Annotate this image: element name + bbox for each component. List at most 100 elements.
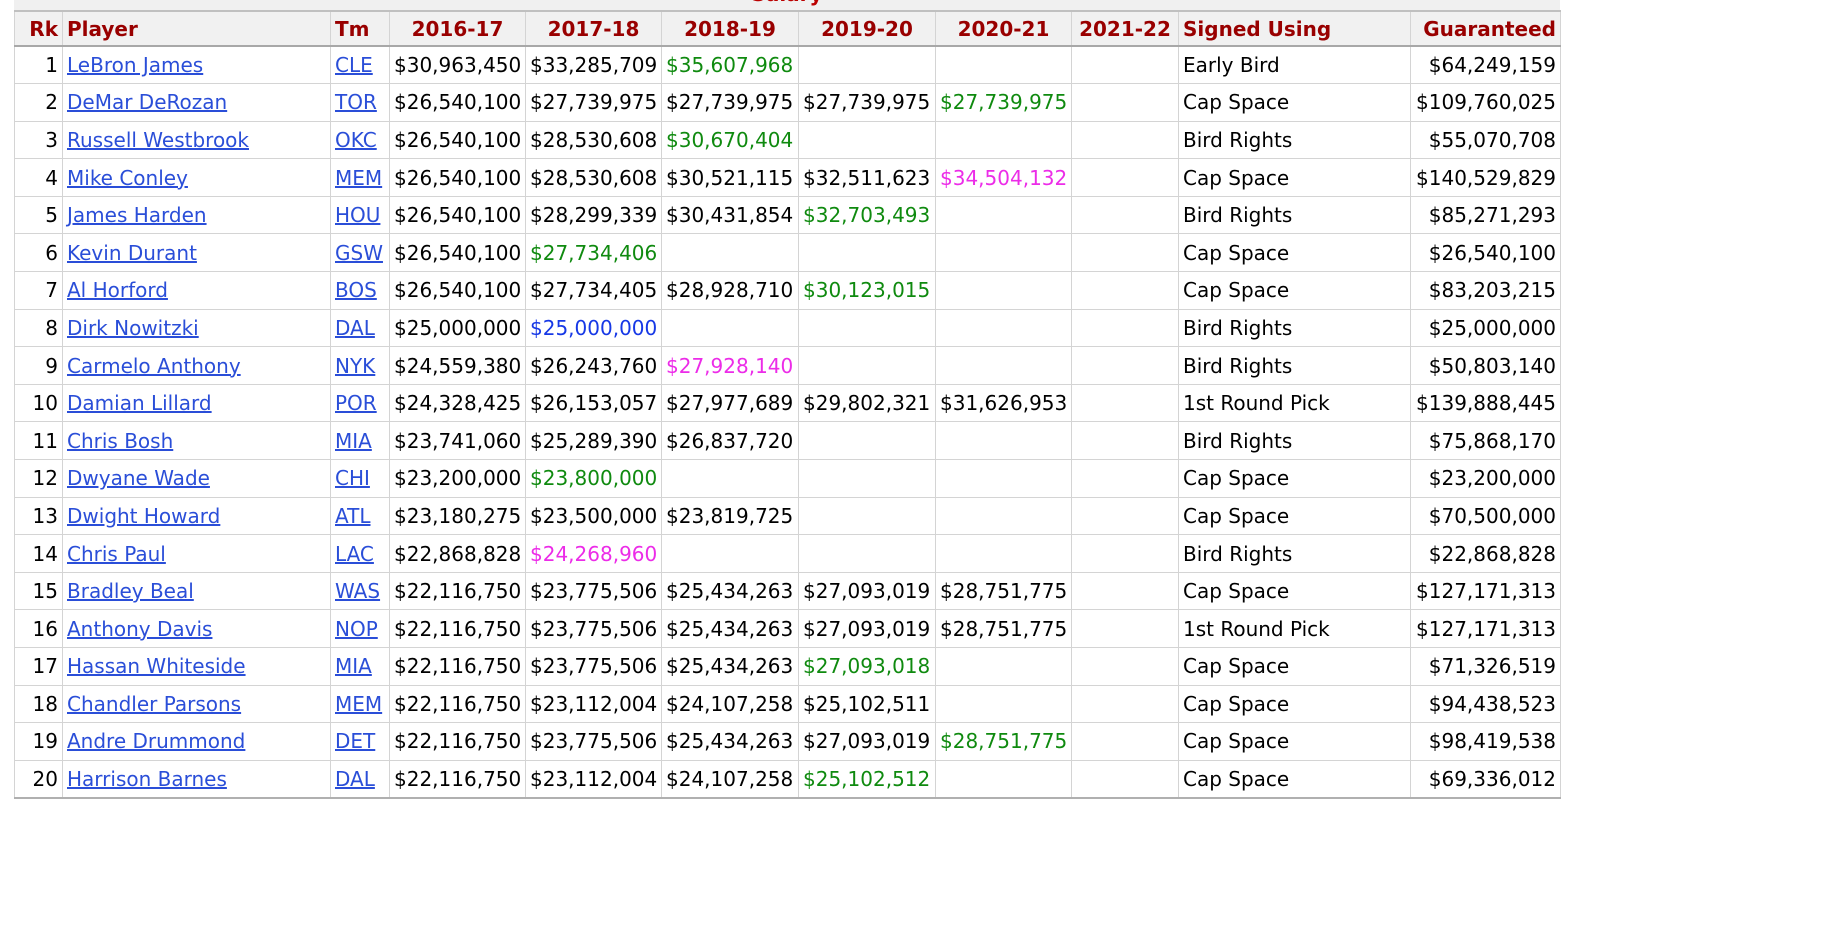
salary-cell-2016-17: $26,540,100	[389, 120, 526, 160]
salary-cell-2017-18: $23,800,000	[525, 459, 662, 498]
team-link[interactable]: HOU	[335, 203, 381, 228]
salary-cell-2020-21	[935, 459, 1072, 498]
column-header-2021-22[interactable]: 2021-22	[1071, 10, 1179, 47]
salary-cell-2016-17: $22,868,828	[389, 534, 526, 573]
player-link[interactable]: Chris Paul	[67, 541, 166, 566]
player-link[interactable]: Hassan Whiteside	[67, 654, 246, 679]
column-header-2020-21[interactable]: 2020-21	[935, 10, 1072, 47]
guaranteed-cell: $127,171,313	[1410, 571, 1561, 611]
team-cell: DET	[330, 722, 390, 761]
column-header-2018-19[interactable]: 2018-19	[661, 10, 799, 47]
team-link[interactable]: DAL	[335, 315, 375, 340]
column-header-2016-17[interactable]: 2016-17	[389, 10, 526, 47]
team-link[interactable]: MEM	[335, 165, 383, 190]
salary-cell-2020-21: $34,504,132	[935, 158, 1072, 197]
team-link[interactable]: DET	[335, 729, 376, 754]
salary-cell-2019-20	[798, 308, 936, 348]
team-link[interactable]: MIA	[335, 654, 372, 679]
player-cell: Andre Drummond	[62, 722, 331, 761]
player-link[interactable]: Al Horford	[67, 278, 168, 303]
team-link[interactable]: NYK	[335, 353, 376, 378]
column-header-2017-18[interactable]: 2017-18	[525, 10, 662, 47]
rank-cell: 15	[14, 571, 63, 611]
salary-cell-2020-21: $28,751,775	[935, 571, 1072, 611]
team-link[interactable]: WAS	[335, 579, 381, 604]
team-link[interactable]: POR	[335, 391, 377, 416]
salary-cell-2017-18: $23,775,506	[525, 571, 662, 611]
team-link[interactable]: TOR	[335, 90, 377, 115]
team-link[interactable]: DAL	[335, 766, 375, 791]
salary-group-header-label: Salary	[14, 0, 1560, 6]
player-link[interactable]: Harrison Barnes	[67, 766, 227, 791]
salary-cell-2019-20: $27,093,018	[798, 647, 936, 686]
player-link[interactable]: Mike Conley	[67, 165, 188, 190]
salary-cell-2017-18: $26,243,760	[525, 346, 662, 385]
player-link[interactable]: Chandler Parsons	[67, 691, 242, 716]
salary-cell-2021-22	[1071, 609, 1179, 648]
player-link[interactable]: Damian Lillard	[67, 391, 212, 416]
team-link[interactable]: CHI	[335, 466, 370, 491]
team-link[interactable]: NOP	[335, 616, 378, 641]
salary-cell-2020-21	[935, 45, 1072, 85]
rank-cell: 12	[14, 459, 63, 498]
salary-cell-2021-22	[1071, 571, 1179, 611]
signed-using-cell: Early Bird	[1178, 45, 1411, 85]
guaranteed-cell: $94,438,523	[1410, 684, 1561, 724]
player-link[interactable]: Dwyane Wade	[67, 466, 210, 491]
team-link[interactable]: CLE	[335, 53, 373, 78]
player-cell: Dwight Howard	[62, 496, 331, 536]
column-header-player[interactable]: Player	[62, 10, 331, 47]
salary-cell-2017-18: $23,775,506	[525, 609, 662, 648]
team-link[interactable]: MEM	[335, 691, 383, 716]
column-header-rk[interactable]: Rk	[14, 10, 63, 47]
player-link[interactable]: Bradley Beal	[67, 579, 194, 604]
player-link[interactable]: LeBron James	[67, 53, 204, 78]
player-link[interactable]: DeMar DeRozan	[67, 90, 228, 115]
team-cell: ATL	[330, 496, 390, 536]
salary-cell-2017-18: $28,530,608	[525, 120, 662, 160]
team-link[interactable]: LAC	[335, 541, 374, 566]
column-header-2019-20[interactable]: 2019-20	[798, 10, 936, 47]
player-cell: Harrison Barnes	[62, 759, 331, 799]
team-cell: MIA	[330, 421, 390, 461]
team-link[interactable]: GSW	[335, 240, 383, 265]
salary-cell-2021-22	[1071, 120, 1179, 160]
player-link[interactable]: James Harden	[67, 203, 207, 228]
rank-cell: 13	[14, 496, 63, 536]
salary-cell-2021-22	[1071, 496, 1179, 536]
table-row: 19 Andre Drummond DET $22,116,750 $23,775,50…	[14, 722, 1561, 761]
player-link[interactable]: Dwight Howard	[67, 503, 221, 528]
rank-cell: 10	[14, 383, 63, 423]
table-row: 1 LeBron James CLE $30,963,450 $33,285,709 $3…	[14, 45, 1561, 85]
rank-cell: 3	[14, 120, 63, 160]
team-link[interactable]: MIA	[335, 428, 372, 453]
player-link[interactable]: Carmelo Anthony	[67, 353, 241, 378]
salary-cell-2019-20: $30,123,015	[798, 271, 936, 310]
player-cell: Carmelo Anthony	[62, 346, 331, 385]
salary-cell-2016-17: $22,116,750	[389, 647, 526, 686]
player-cell: DeMar DeRozan	[62, 83, 331, 122]
player-link[interactable]: Kevin Durant	[67, 240, 197, 265]
team-cell: NYK	[330, 346, 390, 385]
player-link[interactable]: Russell Westbrook	[67, 127, 249, 152]
team-link[interactable]: BOS	[335, 278, 377, 303]
team-cell: CLE	[330, 45, 390, 85]
salary-cell-2018-19: $24,107,258	[661, 759, 799, 799]
salary-cell-2021-22	[1071, 383, 1179, 423]
column-header-team[interactable]: Tm	[330, 10, 390, 47]
salary-cell-2016-17: $22,116,750	[389, 571, 526, 611]
column-header-signed-using[interactable]: Signed Using	[1178, 10, 1411, 47]
player-link[interactable]: Andre Drummond	[67, 729, 246, 754]
salary-cell-2020-21	[935, 534, 1072, 573]
player-link[interactable]: Dirk Nowitzki	[67, 315, 199, 340]
column-header-guaranteed[interactable]: Guaranteed	[1410, 10, 1561, 47]
guaranteed-cell: $139,888,445	[1410, 383, 1561, 423]
player-cell: Chris Bosh	[62, 421, 331, 461]
salary-cell-2018-19: $23,819,725	[661, 496, 799, 536]
salary-cell-2016-17: $25,000,000	[389, 308, 526, 348]
team-link[interactable]: OKC	[335, 127, 377, 152]
team-link[interactable]: ATL	[335, 503, 371, 528]
salary-cell-2018-19: $24,107,258	[661, 684, 799, 724]
player-link[interactable]: Anthony Davis	[67, 616, 213, 641]
player-link[interactable]: Chris Bosh	[67, 428, 174, 453]
